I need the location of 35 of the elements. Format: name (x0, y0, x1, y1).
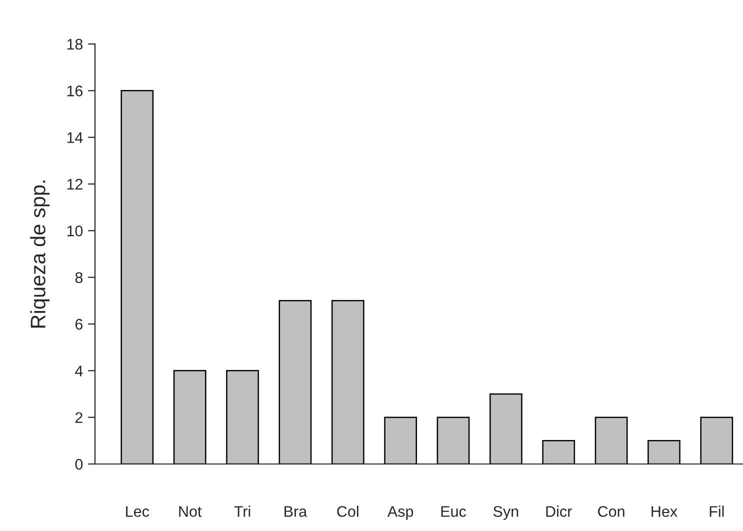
x-tick-label: Dicr (546, 506, 572, 517)
x-tick-label: Con (598, 506, 624, 517)
y-tick-label: 2 (75, 412, 82, 423)
y-tick-label: 6 (75, 318, 83, 330)
bar (436, 416, 470, 464)
bar (278, 300, 312, 464)
bar (700, 416, 734, 464)
bar (648, 440, 680, 464)
y-tick-label: 14 (67, 132, 83, 143)
x-tick-label: Bra (284, 506, 308, 517)
x-tick-label: Lec (126, 506, 150, 517)
x-tick-label: Asp (387, 506, 414, 520)
bar (594, 416, 628, 464)
y-tick-label: 18 (67, 38, 83, 50)
x-tick-label: Col (337, 506, 358, 517)
y-tick-label: 16 (67, 86, 83, 96)
bar (120, 90, 154, 464)
x-tick-label: Hex (652, 506, 678, 517)
y-axis-title: Riqueza de spp. (30, 180, 50, 328)
bar (384, 416, 417, 464)
bar (542, 440, 576, 464)
bar (226, 370, 259, 464)
bar (331, 300, 364, 464)
y-tick-label: 4 (75, 366, 83, 376)
y-tick-label: 10 (67, 226, 83, 236)
y-tick-label: 8 (75, 272, 83, 284)
bar (489, 393, 522, 464)
y-tick-label: 0 (75, 458, 83, 470)
x-tick-label: Not (179, 506, 202, 517)
y-tick-label: 12 (67, 178, 82, 190)
bar (173, 370, 206, 464)
x-tick-label: Tri (234, 506, 250, 517)
x-tick-label: Syn (493, 506, 518, 520)
x-tick-label: Fil (710, 506, 724, 517)
x-tick-label: Euc (441, 506, 466, 517)
